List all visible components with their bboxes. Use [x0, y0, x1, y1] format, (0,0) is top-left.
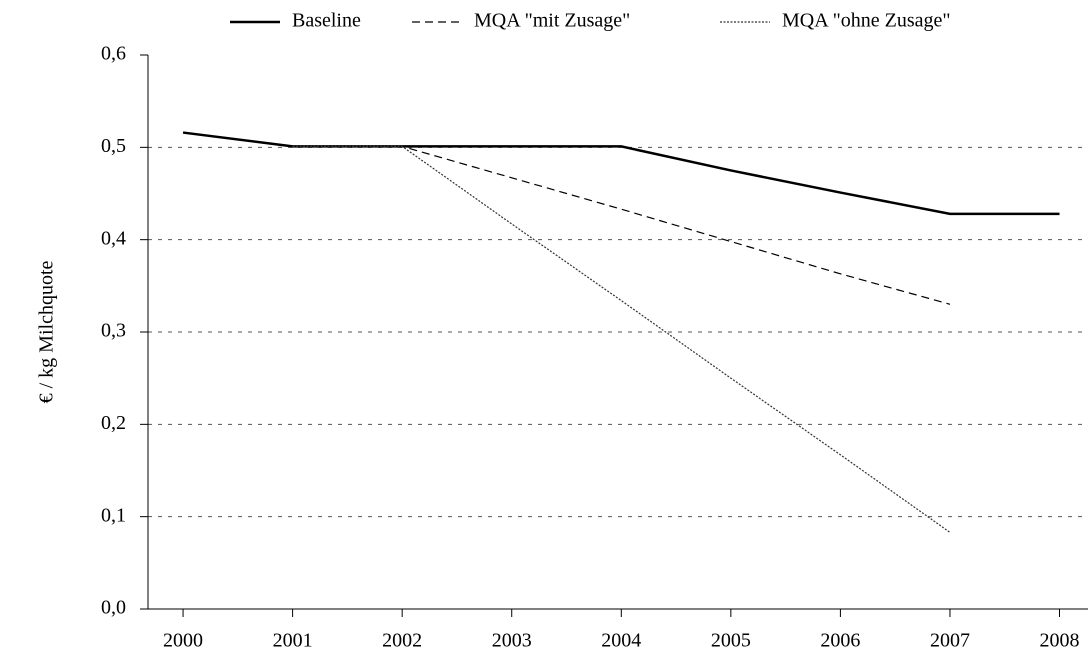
- y-axis-label: € / kg Milchquote: [36, 260, 58, 403]
- y-tick-label: 0,5: [101, 135, 126, 157]
- series-line: [292, 145, 951, 305]
- x-tick-label: 2004: [601, 630, 641, 652]
- y-tick-label: 0,1: [101, 504, 126, 526]
- x-tick-label: 2005: [711, 630, 751, 652]
- y-tick-label: 0,6: [101, 43, 126, 65]
- x-tick-label: 2001: [273, 630, 313, 652]
- x-tick-label: 2008: [1040, 630, 1080, 652]
- x-tick-label: 2007: [930, 630, 970, 652]
- y-tick-label: 0,2: [101, 412, 126, 434]
- y-tick-label: 0,0: [101, 597, 126, 619]
- legend-label: Baseline: [292, 10, 361, 32]
- series-line: [182, 131, 1060, 216]
- x-tick-label: 2002: [382, 630, 422, 652]
- y-tick-label: 0,4: [101, 227, 126, 249]
- legend-label: MQA "mit Zusage": [474, 10, 630, 32]
- y-tick-label: 0,3: [101, 320, 126, 342]
- series-line: [292, 145, 951, 533]
- x-tick-label: 2000: [163, 630, 203, 652]
- x-tick-label: 2006: [820, 630, 860, 652]
- legend-label: MQA "ohne Zusage": [782, 10, 951, 32]
- x-tick-label: 2003: [492, 630, 532, 652]
